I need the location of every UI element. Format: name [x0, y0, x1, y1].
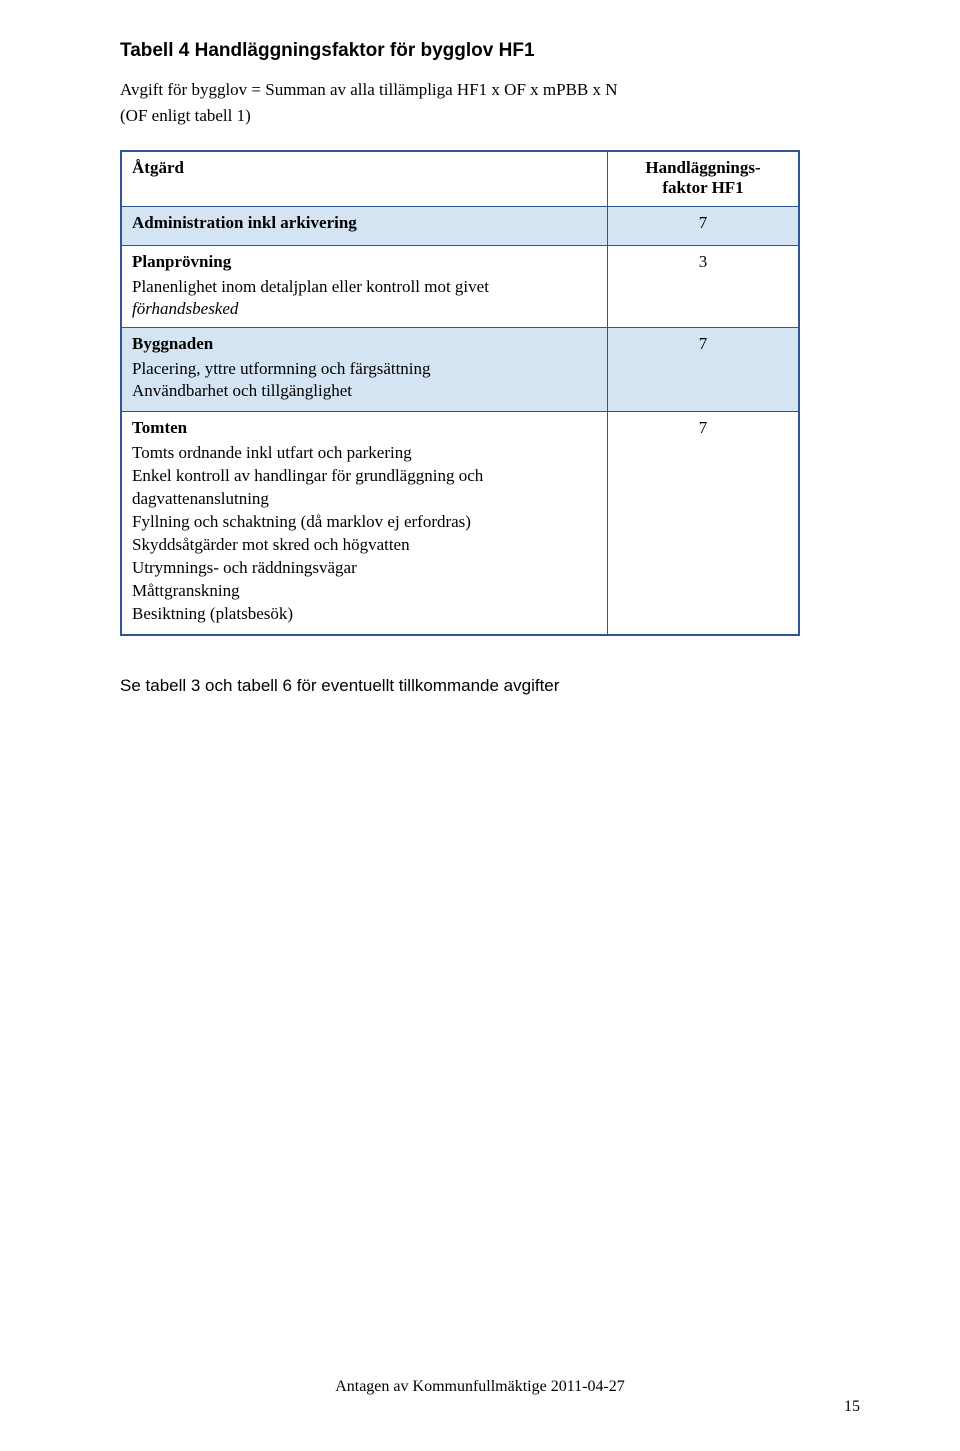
table-row: Planprövning Planenlighet inom detaljpla… [121, 245, 799, 327]
formula-line-1: Avgift för bygglov = Summan av alla till… [120, 78, 860, 102]
row-tomten-label: Tomten Tomts ordnande inkl utfart och pa… [121, 412, 608, 635]
row-admin-label: Administration inkl arkivering [121, 206, 608, 245]
row-byggnaden-value: 7 [608, 327, 800, 412]
header-col-hf1: Handläggnings- faktor HF1 [608, 151, 800, 207]
post-table-note: Se tabell 3 och tabell 6 för eventuellt … [120, 676, 860, 696]
row-planprovning-value: 3 [608, 245, 800, 327]
page: Tabell 4 Handläggningsfaktor för bygglov… [0, 0, 960, 1451]
footer-text: Antagen av Kommunfullmäktige 2011-04-27 [0, 1378, 960, 1396]
table-header-row: Åtgärd Handläggnings- faktor HF1 [121, 151, 799, 207]
table-row: Byggnaden Placering, yttre utformning oc… [121, 327, 799, 412]
header-col-action: Åtgärd [121, 151, 608, 207]
table-title: Tabell 4 Handläggningsfaktor för bygglov… [120, 40, 860, 62]
formula-line-2: (OF enligt tabell 1) [120, 104, 860, 128]
table-row: Administration inkl arkivering 7 [121, 206, 799, 245]
row-planprovning-label: Planprövning Planenlighet inom detaljpla… [121, 245, 608, 327]
hf1-table: Åtgärd Handläggnings- faktor HF1 Adminis… [120, 150, 800, 636]
row-admin-value: 7 [608, 206, 800, 245]
row-tomten-value: 7 [608, 412, 800, 635]
row-byggnaden-label: Byggnaden Placering, yttre utformning oc… [121, 327, 608, 412]
page-number: 15 [844, 1398, 860, 1416]
table-row: Tomten Tomts ordnande inkl utfart och pa… [121, 412, 799, 635]
